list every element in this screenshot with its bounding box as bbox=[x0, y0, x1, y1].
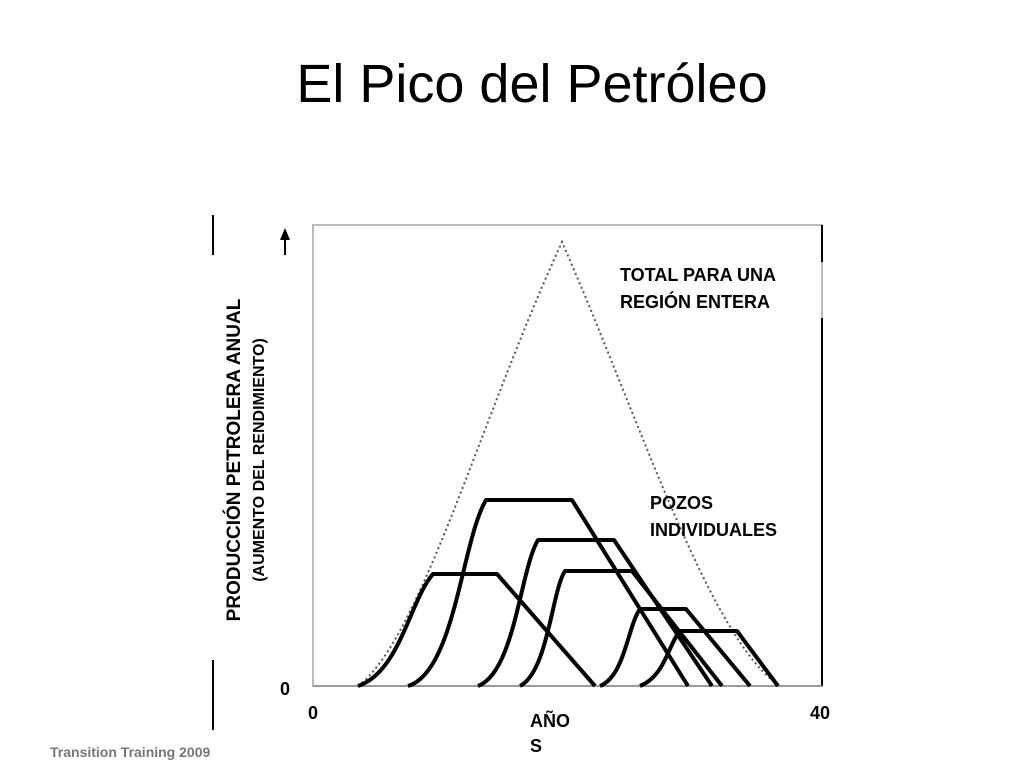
total-label: TOTAL PARA UNA bbox=[620, 265, 776, 285]
wells-label: POZOS bbox=[650, 493, 713, 513]
well-curve bbox=[518, 569, 724, 688]
slide-title: El Pico del Petróleo bbox=[296, 54, 767, 114]
wells-label: INDIVIDUALES bbox=[650, 520, 777, 540]
total-curve bbox=[357, 239, 781, 687]
footer: Transition Training 2009 bbox=[50, 744, 210, 760]
x-axis-label: S bbox=[530, 736, 542, 756]
y-axis-label: PRODUCCIÓN PETROLERA ANUAL bbox=[223, 298, 245, 621]
y-origin-label: 0 bbox=[280, 679, 290, 699]
well-curve bbox=[639, 629, 780, 688]
x-start-label: 0 bbox=[308, 703, 318, 723]
y-axis-sublabel: (AUMENTO DEL RENDIMIENTO) bbox=[251, 338, 268, 582]
well-curve bbox=[357, 572, 597, 688]
total-label: REGIÓN ENTERA bbox=[620, 291, 770, 312]
x-axis-label: AÑO bbox=[530, 710, 570, 731]
x-end-label: 40 bbox=[810, 703, 830, 723]
axis-arrow-head bbox=[280, 228, 290, 240]
well-curve bbox=[599, 607, 752, 688]
well-curve bbox=[477, 538, 714, 688]
well-curve bbox=[407, 498, 690, 688]
